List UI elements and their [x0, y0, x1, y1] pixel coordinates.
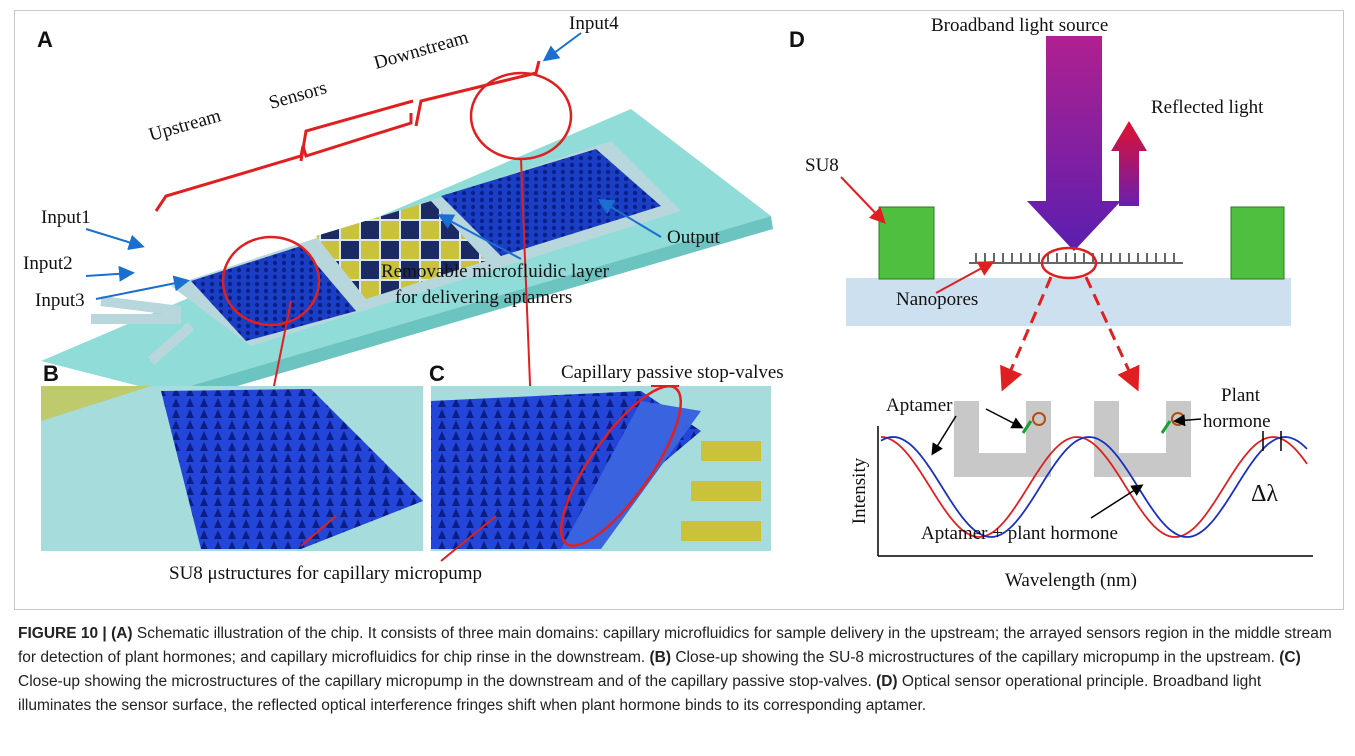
- label: Reflected light: [1151, 97, 1264, 118]
- panel-label: A: [37, 27, 53, 52]
- label: Sensors: [267, 77, 330, 113]
- caption-tag: (B): [650, 649, 672, 666]
- label: Nanopores: [896, 289, 978, 310]
- caption-text: Close-up showing the microstructures of …: [18, 673, 872, 690]
- caption-tag: (C): [1279, 649, 1301, 666]
- panel-label: D: [789, 27, 805, 52]
- label: Capillary passive stop-valves: [561, 362, 784, 383]
- label: Removable microfluidic layer: [381, 261, 610, 282]
- label: Δλ: [1251, 481, 1278, 507]
- label: SU8 μstructures for capillary micropump: [169, 563, 482, 584]
- label: hormone: [1203, 411, 1271, 432]
- label: Broadband light source: [931, 15, 1108, 36]
- label: Input3: [35, 290, 85, 311]
- chip: [41, 33, 773, 445]
- caption-tag: (A): [111, 625, 133, 642]
- figure-art: A Upstream Sensors Downstream Input4 Inp…: [15, 11, 1343, 609]
- closeups: [41, 371, 771, 561]
- label: Input2: [23, 253, 73, 274]
- figure: A Upstream Sensors Downstream Input4 Inp…: [14, 10, 1344, 610]
- axis-label: Wavelength (nm): [1005, 570, 1137, 591]
- label: Input4: [569, 13, 619, 34]
- label: Output: [667, 227, 721, 248]
- label: Downstream: [372, 27, 471, 74]
- label: Plant: [1221, 385, 1261, 406]
- caption-tag: (D): [876, 673, 898, 690]
- page: A Upstream Sensors Downstream Input4 Inp…: [0, 0, 1355, 756]
- label: Aptamer: [886, 395, 953, 416]
- label: for delivering aptamers: [395, 287, 572, 308]
- label: SU8: [805, 155, 839, 176]
- figure-number: FIGURE 10 |: [18, 625, 107, 642]
- label: Input1: [41, 207, 91, 228]
- panel-label: B: [43, 361, 59, 386]
- axis-label: Intensity: [849, 457, 870, 524]
- caption-text: Close-up showing the SU-8 microstructure…: [675, 649, 1275, 666]
- label: Upstream: [147, 105, 224, 146]
- panel-label: C: [429, 361, 445, 386]
- caption: FIGURE 10 | (A) Schematic illustration o…: [18, 622, 1338, 718]
- label: Aptamer + plant hormone: [921, 523, 1118, 544]
